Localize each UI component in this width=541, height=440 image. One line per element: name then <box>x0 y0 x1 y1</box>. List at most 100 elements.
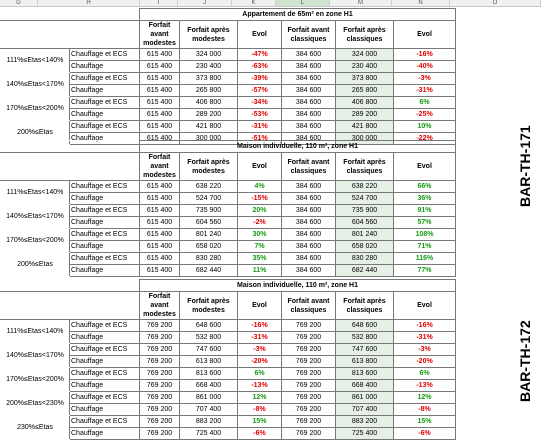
column-header-cell[interactable]: Forfait avant modestes <box>139 20 180 49</box>
evol-cell[interactable]: -3% <box>392 72 457 85</box>
column-header-m[interactable]: M <box>330 0 392 6</box>
value-cell[interactable]: 604 560 <box>179 216 238 229</box>
value-cell[interactable]: 725 400 <box>335 427 394 440</box>
evol-cell[interactable]: -3% <box>392 343 457 356</box>
value-cell[interactable]: 648 600 <box>179 319 238 332</box>
usage-cell[interactable]: Chauffage et ECS <box>69 343 140 356</box>
value-cell[interactable]: 384 600 <box>281 72 336 85</box>
evol-cell[interactable]: -8% <box>237 403 282 416</box>
value-cell[interactable]: 769 200 <box>281 391 336 404</box>
value-cell[interactable]: 289 200 <box>179 108 238 121</box>
value-cell[interactable]: 384 600 <box>281 84 336 97</box>
column-header-i[interactable]: I <box>140 0 178 6</box>
value-cell[interactable]: 638 220 <box>335 180 394 193</box>
column-header-o[interactable]: O <box>450 0 541 6</box>
evol-cell[interactable]: -39% <box>237 72 282 85</box>
value-cell[interactable]: 384 600 <box>281 216 336 229</box>
evol-cell[interactable]: -31% <box>392 84 457 97</box>
blank-cell[interactable] <box>0 8 140 21</box>
usage-cell[interactable]: Chauffage et ECS <box>69 96 140 109</box>
etas-band-label[interactable]: 200%≤Etas <box>0 252 70 277</box>
evol-cell[interactable]: 4% <box>237 180 282 193</box>
value-cell[interactable]: 230 400 <box>335 60 394 73</box>
value-cell[interactable]: 769 200 <box>139 343 180 356</box>
evol-cell[interactable]: -2% <box>237 216 282 229</box>
value-cell[interactable]: 615 400 <box>139 84 180 97</box>
column-header-l[interactable]: L <box>276 0 330 6</box>
value-cell[interactable]: 324 000 <box>335 48 394 61</box>
value-cell[interactable]: 384 600 <box>281 240 336 253</box>
column-header-cell[interactable]: Forfait avant modestes <box>139 152 180 181</box>
evol-cell[interactable]: 6% <box>392 367 457 380</box>
value-cell[interactable]: 384 600 <box>281 48 336 61</box>
value-cell[interactable]: 883 200 <box>179 415 238 428</box>
evol-cell[interactable]: -40% <box>392 60 457 73</box>
usage-cell[interactable]: Chauffage et ECS <box>69 180 140 193</box>
column-header-cell[interactable]: Evol <box>237 20 282 49</box>
evol-cell[interactable]: -13% <box>237 379 282 392</box>
value-cell[interactable]: 769 200 <box>281 427 336 440</box>
usage-cell[interactable]: Chauffage <box>69 216 140 229</box>
table-title[interactable]: Appartement de 65m² en zone H1 <box>138 8 457 21</box>
value-cell[interactable]: 615 400 <box>139 48 180 61</box>
column-header-cell[interactable]: Forfait avant classiques <box>281 291 336 320</box>
column-header-cell[interactable]: Evol <box>392 291 457 320</box>
evol-cell[interactable]: -63% <box>237 60 282 73</box>
value-cell[interactable]: 384 600 <box>281 264 336 277</box>
value-cell[interactable]: 615 400 <box>139 180 180 193</box>
value-cell[interactable]: 384 600 <box>281 252 336 265</box>
evol-cell[interactable]: 35% <box>237 252 282 265</box>
value-cell[interactable]: 532 800 <box>179 331 238 344</box>
etas-band-label[interactable]: 140%≤Etas<170% <box>0 72 70 97</box>
value-cell[interactable]: 769 200 <box>139 415 180 428</box>
value-cell[interactable]: 230 400 <box>179 60 238 73</box>
value-cell[interactable]: 615 400 <box>139 120 180 133</box>
table-title[interactable]: Maison individuelle, 110 m², zone H1 <box>138 279 457 292</box>
value-cell[interactable]: 524 700 <box>335 192 394 205</box>
value-cell[interactable]: 769 200 <box>139 319 180 332</box>
value-cell[interactable]: 747 600 <box>179 343 238 356</box>
value-cell[interactable]: 813 600 <box>335 367 394 380</box>
column-header-cell[interactable]: Forfait avant classiques <box>281 20 336 49</box>
value-cell[interactable]: 615 400 <box>139 216 180 229</box>
value-cell[interactable]: 735 900 <box>179 204 238 217</box>
value-cell[interactable]: 384 600 <box>281 180 336 193</box>
value-cell[interactable]: 883 200 <box>335 415 394 428</box>
evol-cell[interactable]: -31% <box>237 120 282 133</box>
evol-cell[interactable]: 12% <box>392 391 457 404</box>
value-cell[interactable]: 613 800 <box>335 355 394 368</box>
blank-cell[interactable] <box>0 152 140 181</box>
value-cell[interactable]: 830 280 <box>335 252 394 265</box>
value-cell[interactable]: 769 200 <box>281 379 336 392</box>
evol-cell[interactable]: 11% <box>237 264 282 277</box>
value-cell[interactable]: 615 400 <box>139 192 180 205</box>
value-cell[interactable]: 769 200 <box>281 415 336 428</box>
value-cell[interactable]: 769 200 <box>139 403 180 416</box>
value-cell[interactable]: 532 800 <box>335 331 394 344</box>
value-cell[interactable]: 324 000 <box>179 48 238 61</box>
evol-cell[interactable]: -15% <box>237 192 282 205</box>
evol-cell[interactable]: 15% <box>392 415 457 428</box>
usage-cell[interactable]: Chauffage et ECS <box>69 72 140 85</box>
value-cell[interactable]: 384 600 <box>281 96 336 109</box>
value-cell[interactable]: 615 400 <box>139 60 180 73</box>
value-cell[interactable]: 384 600 <box>281 108 336 121</box>
evol-cell[interactable]: -34% <box>237 96 282 109</box>
evol-cell[interactable]: -8% <box>392 403 457 416</box>
etas-band-label[interactable]: 140%≤Etas<170% <box>0 204 70 229</box>
evol-cell[interactable]: -20% <box>392 355 457 368</box>
value-cell[interactable]: 384 600 <box>281 204 336 217</box>
value-cell[interactable]: 682 440 <box>335 264 394 277</box>
etas-band-label[interactable]: 200%≤Etas<230% <box>0 391 70 416</box>
evol-cell[interactable]: 57% <box>392 216 457 229</box>
evol-cell[interactable]: -31% <box>392 331 457 344</box>
evol-cell[interactable]: -6% <box>237 427 282 440</box>
value-cell[interactable]: 769 200 <box>281 355 336 368</box>
column-header-n[interactable]: N <box>392 0 450 6</box>
value-cell[interactable]: 289 200 <box>335 108 394 121</box>
value-cell[interactable]: 524 700 <box>179 192 238 205</box>
evol-cell[interactable]: 36% <box>392 192 457 205</box>
value-cell[interactable]: 615 400 <box>139 264 180 277</box>
column-header-cell[interactable]: Forfait après modestes <box>179 20 238 49</box>
value-cell[interactable]: 769 200 <box>139 379 180 392</box>
